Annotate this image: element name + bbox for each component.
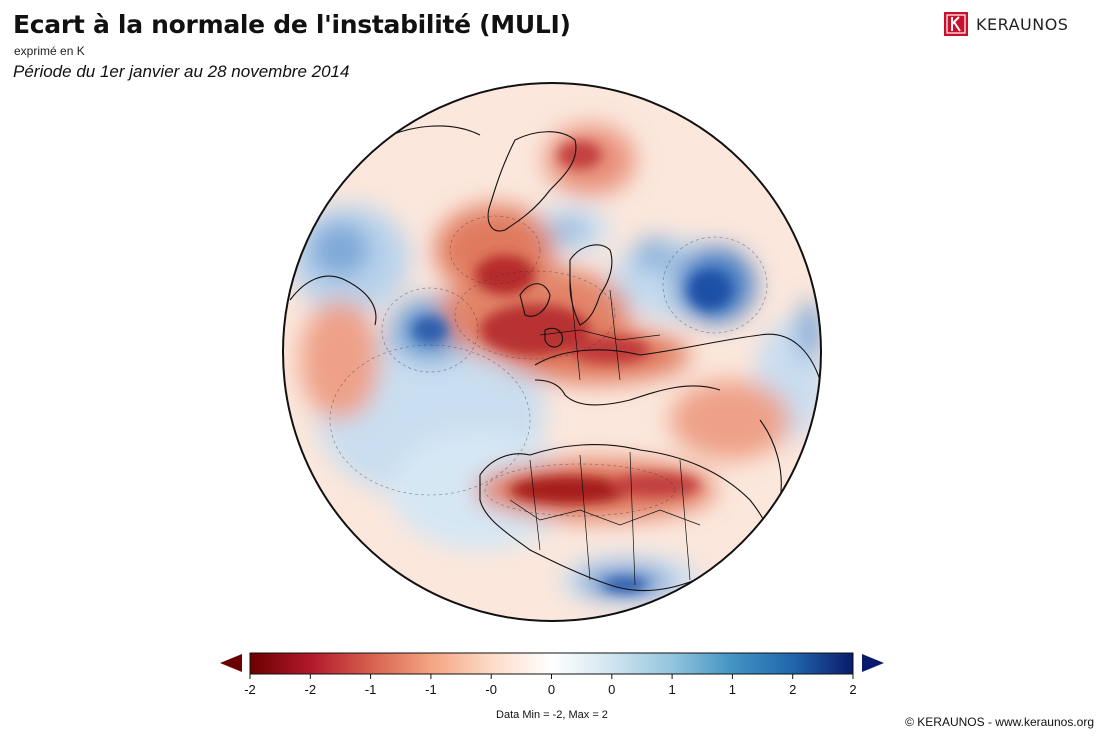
colorbar [218, 650, 886, 720]
copyright-credit: © KERAUNOS - www.keraunos.org [905, 715, 1094, 729]
colorbar-max-arrow [862, 654, 884, 672]
anomaly-cores [412, 141, 732, 592]
colorbar-tick-label: -1 [425, 682, 437, 697]
unit-subtitle: exprimé en K [14, 44, 85, 58]
colorbar-tick-label: -0 [485, 682, 497, 697]
logo-wordmark: KERAUNOS [976, 14, 1069, 34]
globe-outline [282, 82, 822, 622]
colorbar-gradient [250, 653, 853, 674]
colorbar-frame [249, 652, 854, 675]
colorbar-tick-label: 0 [608, 682, 616, 697]
colorbar-tick-label: -1 [364, 682, 377, 697]
colorbar-segments [249, 653, 854, 679]
keraunos-logo-icon [944, 12, 968, 36]
contour-lines [329, 215, 768, 517]
colorbar-tick-label: 0 [547, 682, 556, 697]
colorbar-tick-label: 1 [668, 682, 676, 697]
colorbar-tick-label: 2 [849, 682, 857, 697]
data-minmax: Data Min = -2, Max = 2 [496, 709, 608, 721]
period-label: Période du 1er janvier au 28 novembre 20… [13, 62, 350, 81]
borders [509, 279, 701, 586]
keraunos-logo: KERAUNOS [944, 12, 1068, 36]
colorbar-tick-label: 2 [789, 682, 797, 697]
colorbar-tick-label: 1 [728, 682, 736, 697]
page-title: Ecart à la normale de l'instabilité (MUL… [13, 10, 571, 39]
colorbar-tick-label: -2 [304, 682, 317, 697]
colorbar-tick-label: -2 [244, 682, 256, 697]
globe-map [280, 80, 824, 624]
colorbar-min-arrow [220, 654, 242, 672]
